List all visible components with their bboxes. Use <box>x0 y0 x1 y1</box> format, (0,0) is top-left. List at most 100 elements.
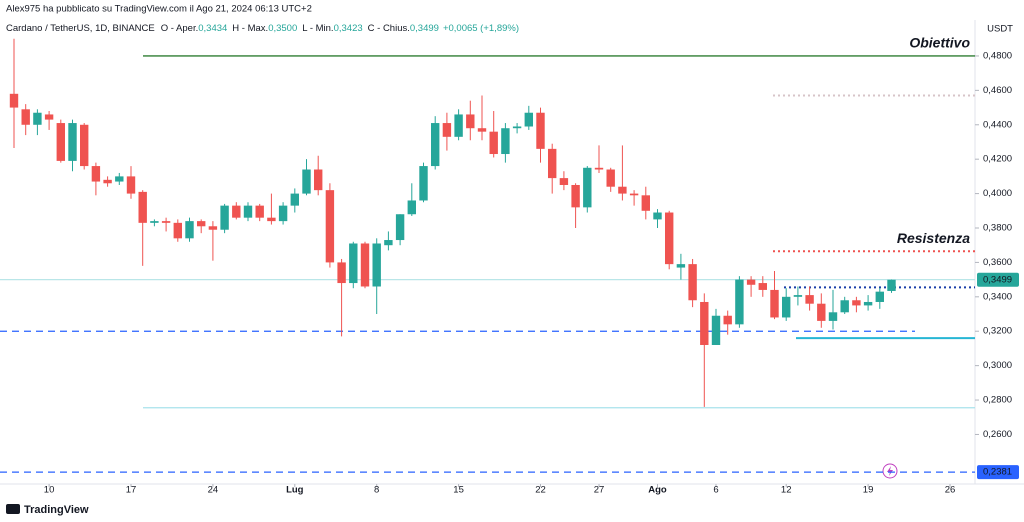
candle-body <box>302 169 311 194</box>
candle-body <box>641 195 650 211</box>
candle-body <box>735 279 744 325</box>
candle-body <box>278 205 288 222</box>
x-tick-label: Lug <box>286 485 304 496</box>
candle-body <box>782 296 791 318</box>
x-tick-label: 26 <box>945 485 956 496</box>
candle-body <box>384 240 393 246</box>
x-tick-label: 17 <box>126 485 137 496</box>
candle-body <box>103 179 112 184</box>
candle-body <box>91 166 101 182</box>
candle-body <box>372 243 381 287</box>
legend-value: 0,3423 <box>334 23 363 34</box>
candle-body <box>571 184 580 208</box>
candle-body <box>454 114 463 137</box>
candle-body <box>688 264 697 301</box>
y-tick-label: 0,4400 <box>983 119 1012 130</box>
candle-body <box>852 300 861 306</box>
candle-body <box>875 291 884 302</box>
candle-body <box>325 190 335 263</box>
y-tick-label: 0,3000 <box>983 360 1012 371</box>
y-tick-label: 0,2800 <box>983 395 1012 406</box>
y-tick-label: 0,2600 <box>983 429 1012 440</box>
candle-body <box>115 176 124 182</box>
candle-body <box>44 114 54 120</box>
y-tick-label: 0,3400 <box>983 291 1012 302</box>
candle-body <box>618 186 627 194</box>
candle-body <box>360 243 370 287</box>
candle-body <box>700 301 709 345</box>
candle-body <box>524 112 533 127</box>
x-tick-label: 10 <box>44 485 55 496</box>
candle-body <box>594 167 604 170</box>
candle-body <box>746 279 756 285</box>
candle-body <box>676 264 686 268</box>
candle-body <box>711 315 721 345</box>
candle-body <box>758 283 767 290</box>
y-tick-label: 0,4600 <box>983 85 1012 96</box>
price-badge-label: 0,3499 <box>983 274 1012 285</box>
symbol: Cardano / TetherUS, 1D, BINANCE <box>6 23 155 34</box>
y-tick-label: 0,4800 <box>983 50 1012 61</box>
candle-body <box>33 112 42 125</box>
logo <box>6 504 20 514</box>
candle-body <box>197 221 206 227</box>
candle-body <box>629 193 639 196</box>
candle-body <box>407 200 416 215</box>
legend-value: 0,3500 <box>268 23 297 34</box>
legend-label: H - Max. <box>232 23 268 34</box>
candle-body <box>489 131 498 155</box>
candle-body <box>21 109 30 125</box>
candle-body <box>173 222 182 239</box>
legend-label: O - Aper. <box>161 23 199 34</box>
legend-value: 0,3499 <box>410 23 439 34</box>
candle-body <box>805 295 814 304</box>
candle-body <box>56 123 65 161</box>
candle-body <box>442 123 452 137</box>
y-tick-label: 0,4000 <box>983 188 1012 199</box>
x-tick-label: 27 <box>594 485 605 496</box>
currency: USDT <box>987 24 1013 35</box>
x-tick-label: 15 <box>453 485 464 496</box>
candle-body <box>606 169 615 187</box>
candle-body <box>349 243 358 284</box>
x-tick-label: 12 <box>781 485 792 496</box>
candle-body <box>653 212 662 220</box>
candle-body <box>337 262 346 284</box>
candle-body <box>314 169 323 191</box>
candle-body <box>161 221 171 223</box>
candle-body <box>208 226 218 230</box>
candle-body <box>828 312 838 321</box>
y-tick-label: 0,4200 <box>983 154 1012 165</box>
x-tick-label: 24 <box>208 485 219 496</box>
candle-body <box>126 176 136 194</box>
legend: Cardano / TetherUS, 1D, BINANCE O - Aper.… <box>6 23 519 34</box>
icon <box>882 463 898 479</box>
candle-body <box>232 205 241 218</box>
candle-body <box>185 221 194 239</box>
legend-label: L - Min. <box>302 23 333 34</box>
y-tick-label: 0,3800 <box>983 223 1012 234</box>
candle-body <box>548 148 557 179</box>
x-tick-label: 8 <box>374 485 379 496</box>
x-tick-label: 19 <box>863 485 874 496</box>
candle-body <box>243 205 253 218</box>
x-tick-label: 22 <box>535 485 546 496</box>
candle-body <box>559 178 569 185</box>
title: Alex975 ha pubblicato su TradingView.com… <box>6 4 312 15</box>
candle-body <box>840 300 849 313</box>
candle-body <box>501 128 510 155</box>
candle-body <box>255 205 264 218</box>
level-label: Obiettivo <box>909 35 970 51</box>
candle-body <box>817 303 826 321</box>
candle-body <box>150 221 159 223</box>
candle-body <box>536 112 545 149</box>
price-badge <box>977 272 1019 287</box>
candle-body <box>220 205 229 230</box>
candle-body <box>583 167 592 208</box>
candle-body <box>80 124 89 167</box>
candle-body <box>9 93 19 108</box>
brand: TradingView <box>24 504 89 516</box>
candle-body <box>665 212 674 265</box>
